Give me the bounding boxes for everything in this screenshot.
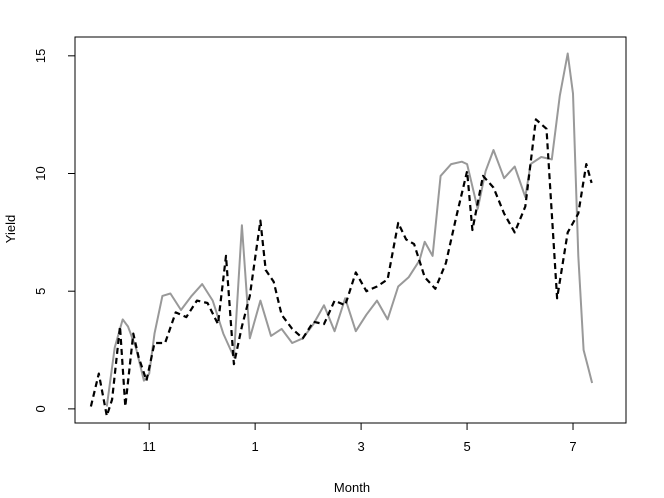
x-axis-title: Month [334,480,370,495]
x-tick-label: 5 [463,439,470,454]
x-axis: 11 1 3 5 7 [142,422,577,454]
x-tick-label: 3 [357,439,364,454]
plot-frame [74,36,627,424]
y-tick-label: 5 [33,288,48,295]
x-tick-label: 7 [569,439,576,454]
y-tick-label: 0 [33,405,48,412]
series-line-1 [105,52,594,407]
y-axis-title: Yield [3,215,18,243]
series-line-2 [89,118,593,417]
y-axis: 0 5 10 15 [33,49,76,412]
series-layer [89,52,594,417]
y-tick-label: 15 [33,49,48,63]
x-tick-label: 11 [142,439,156,454]
x-tick-label: 1 [252,439,259,454]
y-tick-label: 10 [33,166,48,180]
